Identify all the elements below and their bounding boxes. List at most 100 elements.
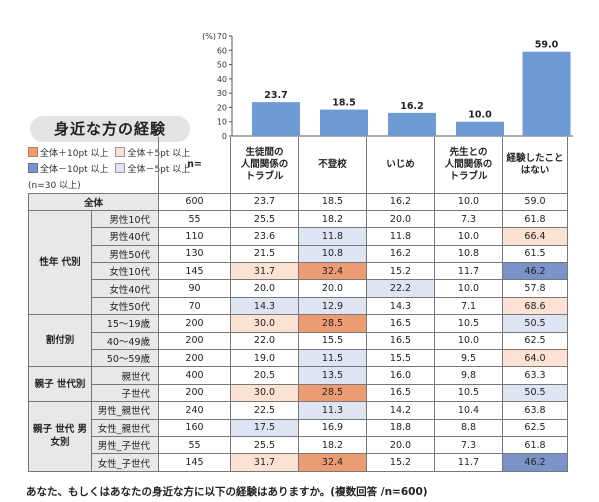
value-cell: 16.9 xyxy=(298,418,367,437)
value-cell: 10.0 xyxy=(434,331,503,351)
table-row: 男性_子世代 55 25.5 18.2 20.0 7.3 61.8 xyxy=(29,435,568,455)
table-row: 女性40代 90 20.0 20.0 22.2 10.0 57.8 xyxy=(29,279,568,298)
legend-swatch-high-5 xyxy=(115,147,126,157)
value-cell: 16.5 xyxy=(366,383,435,403)
value-cell: 10.0 xyxy=(434,279,503,298)
value-cell: 10.8 xyxy=(298,244,367,264)
value-cell: 10.5 xyxy=(434,314,503,333)
value-cell: 13.5 xyxy=(298,366,367,385)
column-header: いじめ xyxy=(366,137,435,194)
value-cell: 68.6 xyxy=(502,296,568,316)
value-cell: 59.0 xyxy=(502,192,568,211)
row-n: 200 xyxy=(158,383,231,403)
y-tick-label: 50 xyxy=(217,61,227,70)
column-header: 経験したこと はない xyxy=(502,137,568,194)
table-header-row: n= 生徒間の 人間関係の トラブル 不登校 いじめ 先生との 人間関係の トラブル経… xyxy=(29,137,568,194)
value-cell: 23.7 xyxy=(230,192,299,211)
value-cell: 20.0 xyxy=(298,279,367,298)
table-row: 性年 代別 男性10代 55 25.5 18.2 20.0 7.3 61.8 xyxy=(28,209,568,316)
value-cell: 25.5 xyxy=(230,209,299,229)
value-cell: 14.3 xyxy=(230,296,299,316)
row-label: 15～19歳 xyxy=(91,314,159,333)
row-n: 55 xyxy=(158,209,231,229)
y-tick-label: 30 xyxy=(217,89,227,98)
bar-value-label: 10.0 xyxy=(468,110,492,121)
value-cell: 61.8 xyxy=(502,209,568,229)
y-tick-label: 10 xyxy=(217,118,227,127)
row-label: 親世代 xyxy=(91,366,159,385)
row-label: 50～59歳 xyxy=(91,349,159,368)
y-unit-label: (%) xyxy=(202,32,216,41)
section-title: 身近な方の経験 xyxy=(30,116,190,142)
value-cell: 8.8 xyxy=(434,418,503,437)
row-n: 90 xyxy=(158,279,231,298)
value-cell: 31.7 xyxy=(230,453,299,472)
table-row: 男性50代 130 21.5 10.8 16.2 10.8 61.5 xyxy=(29,244,568,264)
value-cell: 11.5 xyxy=(298,349,367,368)
value-cell: 11.3 xyxy=(298,401,367,420)
value-cell: 16.5 xyxy=(366,331,435,351)
table-row: 女性50代 70 14.3 12.9 14.3 7.1 68.6 xyxy=(29,296,568,316)
value-cell: 30.0 xyxy=(230,314,299,333)
table-body: 全体 600 23.7 18.5 16.2 10.0 59.0 性年 代別 男性10代 55 25.… xyxy=(28,192,568,472)
value-cell: 22.5 xyxy=(230,401,299,420)
value-cell: 62.5 xyxy=(502,331,568,351)
table-row-total: 全体 600 23.7 18.5 16.2 10.0 59.0 xyxy=(28,192,568,211)
value-cell: 15.5 xyxy=(298,331,367,351)
row-label: 女性_親世代 xyxy=(91,418,159,437)
value-cell: 15.2 xyxy=(366,262,435,281)
footnote: あなた、もしくはあなたの身近な方に以下の経験はありますか。(複数回答 /n=60… xyxy=(26,486,428,498)
table-row: 女性_親世代 160 17.5 16.9 18.8 8.8 62.5 xyxy=(29,418,568,437)
table-row: 割付別 15～19歳 200 30.0 28.5 16.5 10.5 50.5 xyxy=(28,314,568,368)
data-table: n= 生徒間の 人間関係の トラブル 不登校 いじめ 先生との 人間関係の トラブル経… xyxy=(28,137,568,472)
table-row: 女性_子世代 145 31.7 32.4 15.2 11.7 46.2 xyxy=(29,453,568,472)
column-header: 不登校 xyxy=(298,137,367,194)
value-cell: 12.9 xyxy=(298,296,367,316)
value-cell: 18.5 xyxy=(298,192,367,211)
row-n: 600 xyxy=(158,192,231,211)
bar xyxy=(252,102,300,136)
value-cell: 16.0 xyxy=(366,366,435,385)
row-label: 男性40代 xyxy=(91,227,159,246)
value-cell: 64.0 xyxy=(502,349,568,368)
value-cell: 50.5 xyxy=(502,383,568,403)
legend-swatch-high-10 xyxy=(28,147,38,157)
row-n: 200 xyxy=(158,349,231,368)
value-cell: 32.4 xyxy=(298,453,367,472)
group-label: 親子 世代別 xyxy=(28,366,92,403)
value-cell: 15.2 xyxy=(366,453,435,472)
row-label: 女性50代 xyxy=(91,296,159,316)
legend-swatch-low-5 xyxy=(115,163,126,173)
bar-chart: 0 10 20 30 40 50 60 70(%) 23.7 18.5 16.2 10.0 59.0 xyxy=(202,32,573,140)
value-cell: 18.2 xyxy=(298,435,367,455)
value-cell: 18.8 xyxy=(366,418,435,437)
row-label: 全体 xyxy=(28,192,159,211)
table-row: 親子 世代 男女別 男性_親世代 240 22.5 11.3 14.2 10.4 63.8 xyxy=(28,401,568,472)
table-row: 40～49歳 200 22.0 15.5 16.5 10.0 62.5 xyxy=(29,331,568,351)
bar-value-label: 59.0 xyxy=(535,40,559,51)
table-corner xyxy=(29,137,159,193)
row-label: 女性_子世代 xyxy=(91,453,159,472)
value-cell: 20.5 xyxy=(230,366,299,385)
table-row: 子世代 200 30.0 28.5 16.5 10.5 50.5 xyxy=(29,383,568,403)
bar xyxy=(522,51,571,136)
group-label: 性年 代別 xyxy=(28,209,92,316)
value-cell: 10.8 xyxy=(434,244,503,264)
value-cell: 20.0 xyxy=(366,209,435,229)
row-n: 200 xyxy=(158,314,231,333)
column-header: 先生との 人間関係の トラブル xyxy=(434,137,503,194)
value-cell: 11.8 xyxy=(366,227,435,246)
row-label: 女性40代 xyxy=(91,279,159,298)
value-cell: 28.5 xyxy=(298,314,367,333)
value-cell: 21.5 xyxy=(230,244,299,264)
value-cell: 62.5 xyxy=(502,418,568,437)
value-cell: 20.0 xyxy=(366,435,435,455)
bar-value-label: 23.7 xyxy=(264,90,287,101)
value-cell: 31.7 xyxy=(230,262,299,281)
value-cell: 11.7 xyxy=(434,453,503,472)
header-n: n= xyxy=(158,137,231,194)
bar-value-label: 18.5 xyxy=(332,98,355,109)
table-row: 女性10代 145 31.7 32.4 15.2 11.7 46.2 xyxy=(29,262,568,281)
value-cell: 11.8 xyxy=(298,227,367,246)
value-cell: 7.3 xyxy=(434,435,503,455)
